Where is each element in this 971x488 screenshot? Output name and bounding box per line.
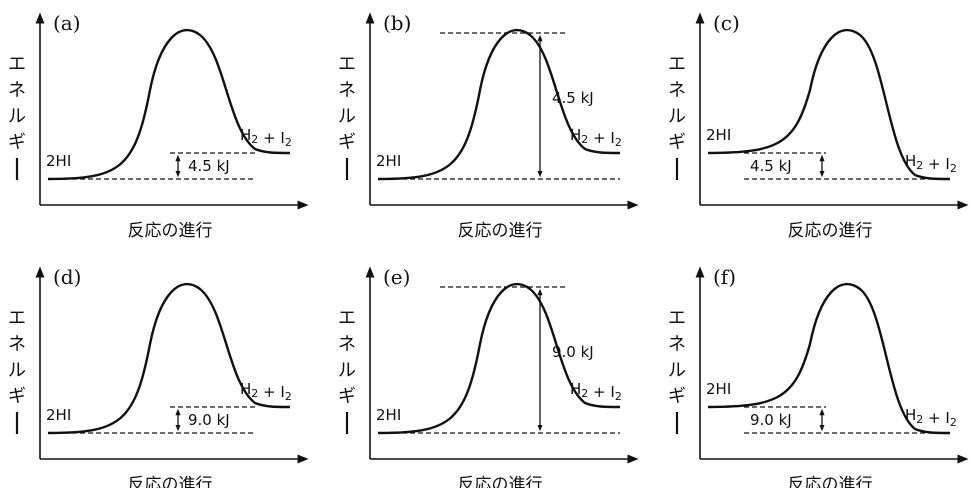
y-axis-label-char: ネ	[338, 334, 356, 355]
panel-tag: (d)	[53, 265, 81, 289]
y-axis-label-char: ル	[668, 106, 686, 127]
energy-curve	[377, 283, 621, 435]
y-axis-label-char: ギ	[668, 132, 686, 153]
y-axis-label-char: ネ	[668, 80, 686, 101]
y-axis-label-char: ギ	[338, 386, 356, 407]
y-axis-label-char: エ	[338, 54, 356, 75]
energy-label: 9.0 kJ	[552, 343, 594, 361]
panel-tag: (e)	[383, 265, 410, 289]
x-axis-label: 反応の進行	[128, 475, 213, 488]
y-axis-label-char: ネ	[668, 334, 686, 355]
panel-tag: (a)	[53, 11, 81, 35]
reactant-label: 2HI	[706, 380, 731, 398]
y-axis-label-char: エ	[668, 308, 686, 329]
y-axis-label-char: エ	[668, 54, 686, 75]
product-label: H2 + I2	[570, 380, 622, 403]
energy-label: 4.5 kJ	[552, 89, 594, 107]
x-axis-label: 反応の進行	[458, 221, 543, 241]
product-label: H2 + I2	[240, 380, 292, 403]
reactant-label: 2HI	[706, 126, 731, 144]
panel-tag: (f)	[713, 265, 736, 289]
reactant-label: 2HI	[46, 152, 71, 170]
x-axis-label: 反応の進行	[788, 475, 873, 488]
y-axis-label-char: ル	[8, 360, 26, 381]
energy-curve	[707, 283, 951, 435]
y-axis-label-char: ル	[338, 106, 356, 127]
y-axis-label-char: エ	[338, 308, 356, 329]
energy-label: 9.0 kJ	[750, 411, 792, 429]
product-label: H2 + I2	[905, 406, 957, 429]
energy-curve	[47, 283, 291, 435]
product-label: H2 + I2	[570, 126, 622, 149]
reactant-label: 2HI	[376, 152, 401, 170]
energy-label: 4.5 kJ	[188, 157, 230, 175]
energy-curve	[377, 29, 621, 181]
panel-tag: (c)	[713, 11, 740, 35]
x-axis-label: 反応の進行	[788, 221, 873, 241]
energy-label: 4.5 kJ	[750, 157, 792, 175]
y-axis-label-char: ル	[668, 360, 686, 381]
y-axis-label-char: ギ	[668, 386, 686, 407]
reactant-label: 2HI	[376, 406, 401, 424]
y-axis-label-char: エ	[8, 54, 26, 75]
reactant-label: 2HI	[46, 406, 71, 424]
product-label: H2 + I2	[905, 152, 957, 175]
y-axis-label-char: ギ	[8, 132, 26, 153]
y-axis-label-char: ネ	[8, 80, 26, 101]
x-axis-label: 反応の進行	[128, 221, 213, 241]
y-axis-label-char: エ	[8, 308, 26, 329]
y-axis-label-char: ネ	[338, 80, 356, 101]
energy-curve	[707, 29, 951, 181]
panel-tag: (b)	[383, 11, 411, 35]
energy-curve	[47, 29, 291, 181]
y-axis-label-char: ギ	[338, 132, 356, 153]
energy-label: 9.0 kJ	[188, 411, 230, 429]
y-axis-label-char: ギ	[8, 386, 26, 407]
y-axis-label-char: ネ	[8, 334, 26, 355]
product-label: H2 + I2	[240, 126, 292, 149]
x-axis-label: 反応の進行	[458, 475, 543, 488]
y-axis-label-char: ル	[8, 106, 26, 127]
y-axis-label-char: ル	[338, 360, 356, 381]
